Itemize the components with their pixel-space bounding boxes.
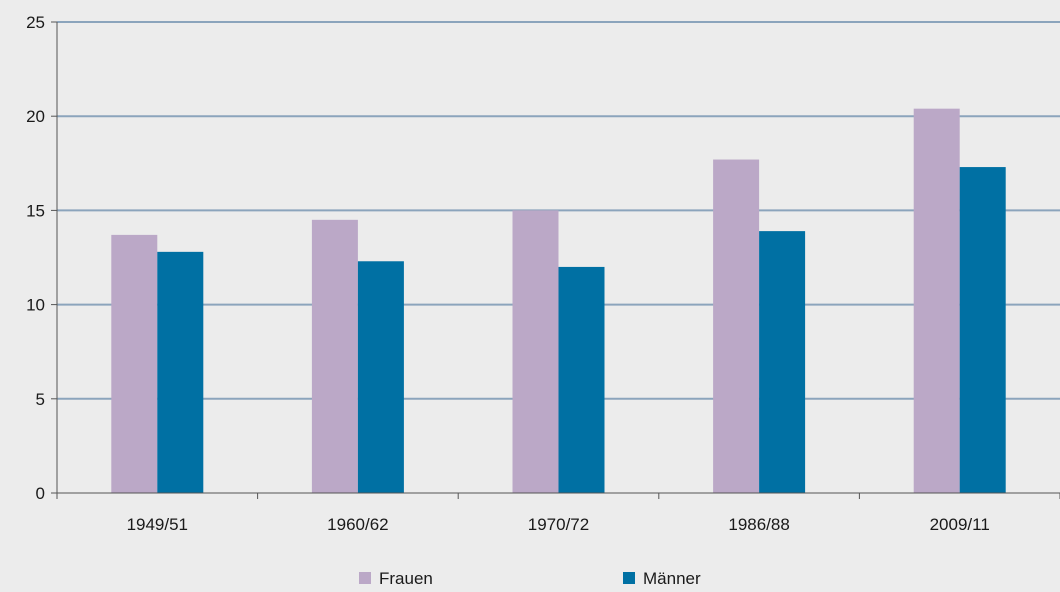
axes bbox=[56, 22, 1060, 494]
bars bbox=[111, 108, 1006, 494]
bar-mnner-0 bbox=[157, 251, 204, 493]
y-tick-label: 0 bbox=[36, 484, 45, 503]
x-tick-label: 1986/88 bbox=[728, 515, 789, 534]
y-tick-label: 10 bbox=[26, 296, 45, 315]
bar-frauen-4 bbox=[913, 108, 960, 493]
x-tick-label: 2009/11 bbox=[930, 515, 990, 534]
bar-frauen-2 bbox=[512, 210, 559, 493]
bar-frauen-3 bbox=[713, 159, 760, 494]
bar-mnner-2 bbox=[558, 266, 605, 493]
legend-label-maenner: Männer bbox=[643, 569, 701, 588]
legend-swatch-frauen bbox=[359, 572, 371, 584]
y-tick-label: 25 bbox=[26, 13, 45, 32]
x-tick-label: 1970/72 bbox=[528, 515, 589, 534]
y-axis-ticks: 0 5 10 15 20 25 bbox=[26, 13, 57, 503]
y-tick-label: 5 bbox=[36, 390, 45, 409]
bar-mnner-4 bbox=[959, 167, 1006, 493]
bar-frauen-1 bbox=[311, 219, 358, 493]
bar-frauen-0 bbox=[111, 234, 158, 493]
legend-label-frauen: Frauen bbox=[379, 569, 433, 588]
x-tick-label: 1960/62 bbox=[327, 515, 388, 534]
y-tick-label: 20 bbox=[26, 107, 45, 126]
bar-mnner-1 bbox=[357, 261, 404, 493]
legend: Frauen Männer bbox=[359, 569, 701, 588]
x-axis-ticks: 1949/51 1960/62 1970/72 1986/88 2009/11 bbox=[56, 493, 1060, 534]
bar-mnner-3 bbox=[759, 231, 806, 493]
x-tick-label: 1949/51 bbox=[127, 515, 188, 534]
y-tick-label: 15 bbox=[26, 201, 45, 220]
legend-swatch-maenner bbox=[623, 572, 635, 584]
